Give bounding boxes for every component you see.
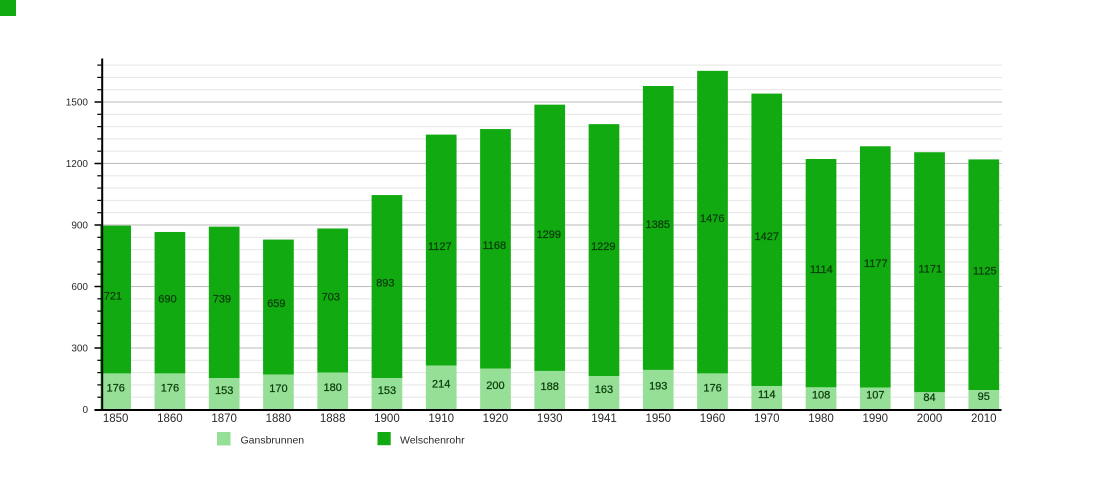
svg-text:1125: 1125 <box>973 266 997 278</box>
svg-text:1127: 1127 <box>428 241 452 253</box>
svg-text:690: 690 <box>158 294 176 306</box>
svg-text:1860: 1860 <box>157 413 183 425</box>
svg-text:703: 703 <box>322 292 340 304</box>
svg-text:900: 900 <box>71 221 88 232</box>
svg-text:1870: 1870 <box>211 413 237 425</box>
svg-text:1910: 1910 <box>428 413 454 425</box>
svg-text:1990: 1990 <box>862 413 888 425</box>
svg-text:Gansbrunnen: Gansbrunnen <box>241 435 305 447</box>
svg-text:1920: 1920 <box>483 413 509 425</box>
svg-text:1200: 1200 <box>66 159 89 170</box>
svg-text:153: 153 <box>215 385 233 397</box>
svg-text:170: 170 <box>269 383 287 395</box>
svg-text:163: 163 <box>595 384 613 396</box>
svg-text:176: 176 <box>161 382 179 394</box>
svg-text:1476: 1476 <box>700 213 724 225</box>
svg-text:1114: 1114 <box>810 264 833 276</box>
svg-text:659: 659 <box>267 298 285 310</box>
svg-text:300: 300 <box>71 344 88 355</box>
svg-text:721: 721 <box>104 291 122 303</box>
svg-text:1427: 1427 <box>755 231 779 243</box>
svg-text:1500: 1500 <box>66 98 89 109</box>
svg-text:1229: 1229 <box>591 241 615 253</box>
svg-text:84: 84 <box>923 392 935 404</box>
svg-text:1299: 1299 <box>537 229 561 241</box>
svg-text:1385: 1385 <box>646 219 670 231</box>
svg-text:180: 180 <box>324 382 342 394</box>
svg-text:1171: 1171 <box>918 263 942 275</box>
svg-text:1930: 1930 <box>537 413 563 425</box>
svg-text:153: 153 <box>378 385 396 397</box>
svg-text:114: 114 <box>758 389 776 401</box>
svg-text:1941: 1941 <box>591 413 617 425</box>
svg-text:176: 176 <box>106 382 124 394</box>
svg-text:214: 214 <box>432 379 450 391</box>
svg-text:1177: 1177 <box>864 258 888 270</box>
svg-text:2010: 2010 <box>971 413 997 425</box>
svg-text:1850: 1850 <box>103 413 129 425</box>
svg-text:176: 176 <box>703 382 721 394</box>
svg-text:1980: 1980 <box>808 413 834 425</box>
svg-text:95: 95 <box>978 391 990 403</box>
svg-text:2000: 2000 <box>917 413 943 425</box>
svg-text:188: 188 <box>541 381 559 393</box>
svg-text:107: 107 <box>866 390 884 402</box>
svg-text:893: 893 <box>376 278 394 290</box>
svg-text:193: 193 <box>649 381 667 393</box>
svg-text:Welschenrohr: Welschenrohr <box>400 435 465 447</box>
svg-text:200: 200 <box>486 380 504 392</box>
svg-text:1888: 1888 <box>320 413 346 425</box>
svg-text:1960: 1960 <box>700 413 726 425</box>
svg-text:739: 739 <box>213 293 231 305</box>
svg-text:1970: 1970 <box>754 413 780 425</box>
svg-text:600: 600 <box>71 282 88 293</box>
svg-text:1900: 1900 <box>374 413 400 425</box>
svg-text:108: 108 <box>812 389 830 401</box>
svg-text:0: 0 <box>82 405 88 416</box>
svg-text:1168: 1168 <box>483 240 507 252</box>
svg-text:1880: 1880 <box>266 413 292 425</box>
svg-text:1950: 1950 <box>645 413 671 425</box>
